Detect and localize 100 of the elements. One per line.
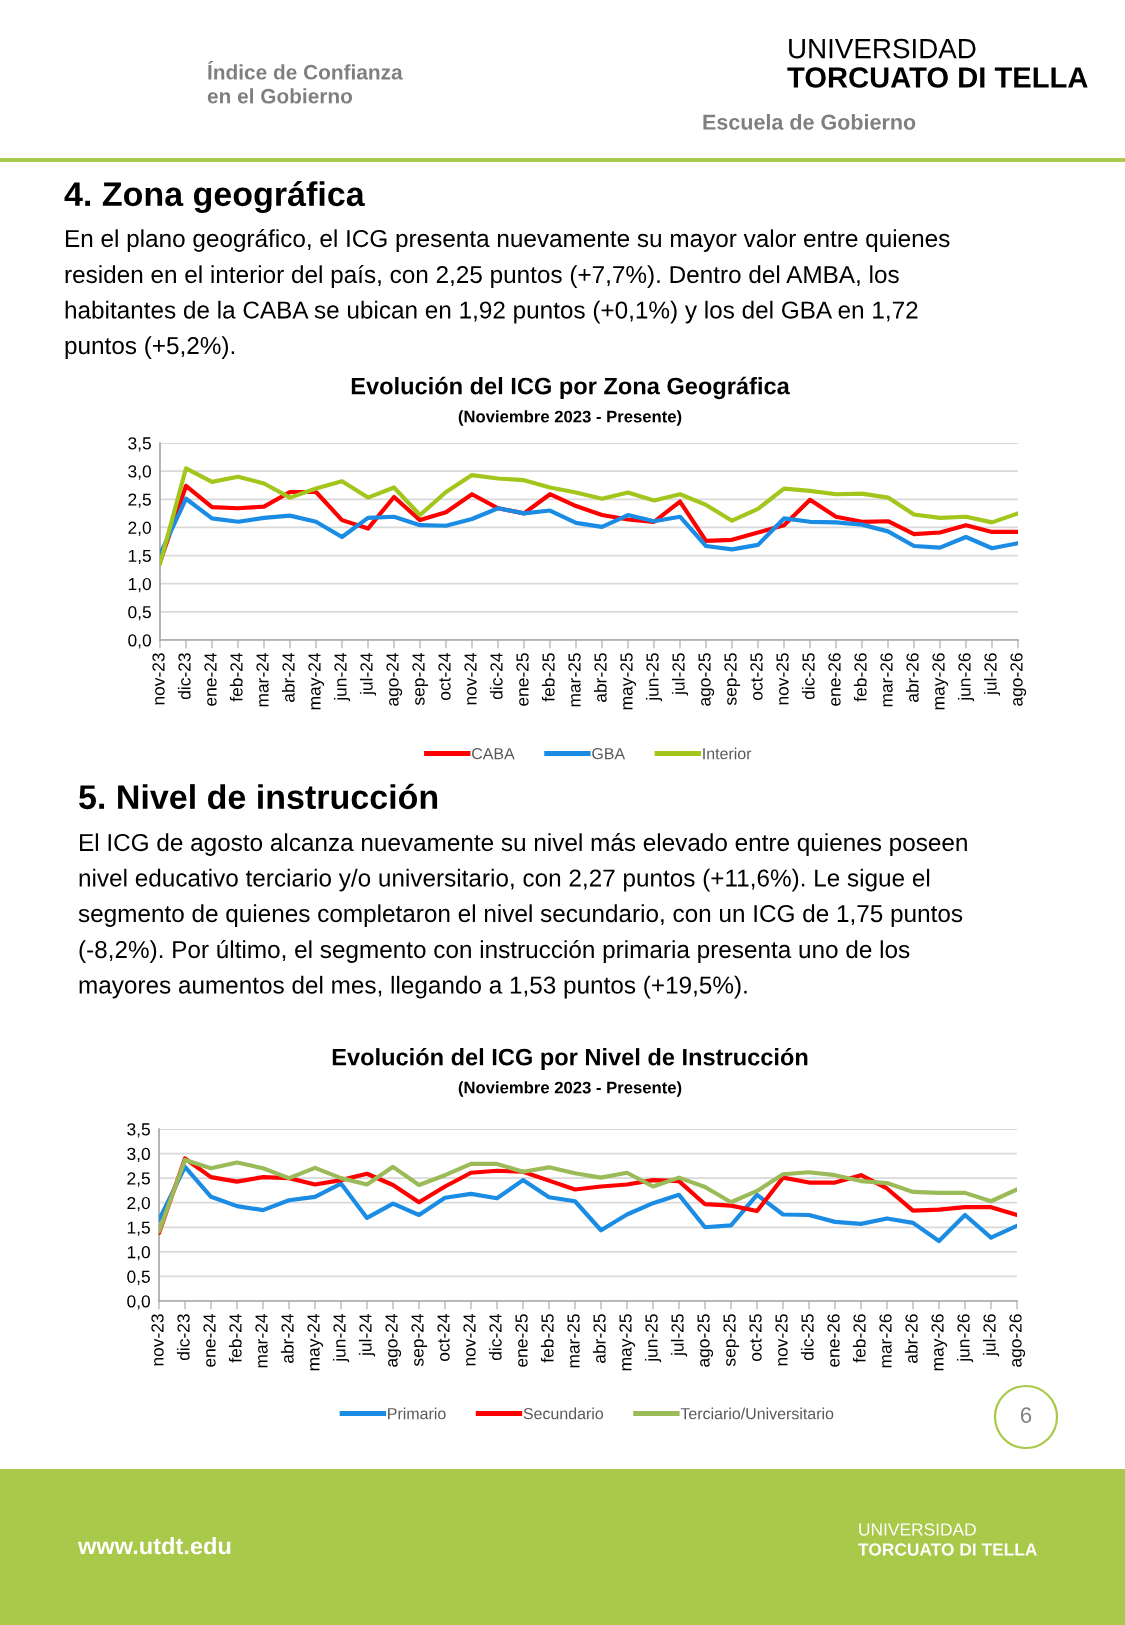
y-tick-label: 0,5 xyxy=(127,1270,150,1285)
x-tick-label: nov-25 xyxy=(775,1314,788,1366)
x-tick-label: ene-24 xyxy=(204,653,217,706)
x-tick-label: dic-23 xyxy=(177,653,191,700)
y-tick-label: 0,5 xyxy=(128,606,151,621)
text: UNIVERSIDAD xyxy=(789,38,976,59)
line-series xyxy=(159,1164,1017,1244)
x-tick-label: abr-25 xyxy=(592,1314,606,1363)
x-tick-label: jun-26 xyxy=(956,1314,974,1363)
x-tick-label: ago-25 xyxy=(698,653,715,706)
x-tick-label: feb-24 xyxy=(229,653,243,702)
x-tick-label: may-24 xyxy=(307,1314,324,1371)
x-tick-label: ago-26 xyxy=(1009,1314,1026,1367)
x-tick-label: feb-26 xyxy=(852,1314,866,1363)
x-tick-label: ago-24 xyxy=(385,1314,402,1367)
x-tick-label: mar-26 xyxy=(879,1314,892,1368)
legend-label: Interior xyxy=(703,747,752,760)
x-tick-label: dic-23 xyxy=(176,1314,190,1361)
x-tick-label: ene-25 xyxy=(516,653,529,706)
text: Escuela de Gobierno xyxy=(703,113,916,130)
chart-title: Evolución del ICG por Zona Geográfica xyxy=(351,376,790,400)
y-tick-label: 1,0 xyxy=(127,1246,150,1261)
x-tick-label: nov-23 xyxy=(151,1314,164,1366)
x-tick-label: jun-25 xyxy=(644,1314,662,1363)
x-tick-label: jun-24 xyxy=(332,1314,350,1363)
text: 5. Nivel de instrucción xyxy=(79,783,438,810)
x-tick-label: dic-25 xyxy=(801,653,815,700)
y-tick-label: 1,5 xyxy=(128,549,151,565)
x-tick-label: nov-23 xyxy=(152,653,165,705)
x-tick-label: ene-25 xyxy=(515,1314,528,1367)
x-tick-label: jun-25 xyxy=(645,653,663,702)
x-tick-label: mar-24 xyxy=(256,653,269,707)
x-tick-label: feb-25 xyxy=(541,653,555,702)
y-tick-label: 1,0 xyxy=(128,577,151,593)
line-series xyxy=(160,466,1018,567)
x-tick-label: sep-24 xyxy=(411,1314,428,1367)
x-tick-label: ago-25 xyxy=(697,1314,714,1367)
legend-label: Terciario/Universitario xyxy=(680,1407,834,1420)
x-tick-label: may-24 xyxy=(308,653,325,710)
x-tick-label: mar-24 xyxy=(255,1314,268,1368)
x-tick-label: nov-24 xyxy=(463,1314,476,1366)
x-tick-label: mar-25 xyxy=(568,653,581,707)
y-tick-label: 0,0 xyxy=(127,1295,150,1310)
x-tick-label: sep-24 xyxy=(412,653,429,706)
x-tick-label: oct-24 xyxy=(437,1314,450,1362)
x-tick-label: may-26 xyxy=(932,653,949,710)
y-tick-label: 0,0 xyxy=(128,634,151,649)
x-tick-label: oct-25 xyxy=(750,653,763,701)
x-tick-label: oct-25 xyxy=(749,1314,762,1362)
x-tick-label: feb-26 xyxy=(853,653,867,702)
y-tick-label: 2,0 xyxy=(127,1196,150,1212)
x-tick-label: feb-24 xyxy=(228,1314,242,1363)
legend-label: Primario xyxy=(388,1407,446,1420)
text: TORCUATO DI TELLA xyxy=(858,1543,1037,1556)
y-tick-label: 1,5 xyxy=(127,1221,150,1236)
x-tick-label: ene-24 xyxy=(203,1314,216,1367)
x-tick-label: ene-26 xyxy=(827,1314,840,1367)
x-tick-label: ago-26 xyxy=(1010,653,1027,706)
x-tick-label: jul-26 xyxy=(982,1314,1000,1357)
x-tick-label: may-25 xyxy=(620,653,637,710)
y-tick-label: 2,0 xyxy=(128,521,151,536)
text: www.utdt.edu xyxy=(77,1536,231,1555)
text: En el plano geográfico, el ICG presenta nuevamente su mayor valor entre quienes residen en el interior del país, con 2,25 puntos (+7,7%). Dentro del AMBA, los habitantes de la CABA se ubican en 1,92 puntos (+0,1%) y los del GBA en 1,72 puntos (+5,2%). xyxy=(65,229,950,359)
text: 4. Zona geográfica xyxy=(64,180,365,214)
x-tick-label: sep-25 xyxy=(723,1314,740,1367)
x-tick-label: nov-24 xyxy=(464,653,477,705)
text: El ICG de agosto alcanza nuevamente su nivel más elevado entre quienes poseen nivel educativo terciario y/o universitario, con 2,27 puntos (+11,6%). Le sigue el segmento de quienes completaron el nivel secundario, con un ICG de 1,75 puntos (-8,2%). Por último, el segmento con instrucción primaria presenta uno de los mayores aumentos del mes, llegando a 1,53 puntos (+19,5%). xyxy=(78,833,967,999)
text: UNIVERSIDAD xyxy=(859,1523,976,1536)
x-tick-label: jul-25 xyxy=(671,653,689,696)
y-tick-label: 2,5 xyxy=(128,493,151,508)
x-tick-label: dic-24 xyxy=(489,653,503,700)
text: Índice de Confianza en el Gobierno xyxy=(207,60,403,104)
x-tick-label: mar-26 xyxy=(880,653,893,707)
text: TORCUATO DI TELLA xyxy=(787,67,1088,88)
x-tick-label: dic-24 xyxy=(488,1314,502,1361)
x-tick-label: may-25 xyxy=(619,1314,636,1371)
x-tick-label: abr-26 xyxy=(904,1314,918,1363)
y-tick-label: 3,0 xyxy=(127,1147,150,1163)
x-tick-label: mar-25 xyxy=(567,1314,580,1368)
x-tick-label: jul-24 xyxy=(359,653,377,696)
y-tick-label: 3,5 xyxy=(128,437,151,452)
legend-label: GBA xyxy=(592,747,626,760)
x-tick-label: may-26 xyxy=(931,1314,948,1371)
x-tick-label: ene-26 xyxy=(828,653,841,706)
x-tick-label: nov-25 xyxy=(776,653,789,705)
x-tick-label: sep-25 xyxy=(724,653,741,706)
legend-label: CABA xyxy=(472,747,515,760)
x-tick-label: abr-26 xyxy=(905,653,919,702)
x-tick-label: abr-24 xyxy=(281,653,295,702)
x-tick-label: ago-24 xyxy=(386,653,403,706)
chart-subtitle: (Noviembre 2023 - Presente) xyxy=(458,1081,682,1097)
x-tick-label: feb-25 xyxy=(540,1314,554,1363)
chart-title: Evolución del ICG por Nivel de Instrucción xyxy=(332,1047,808,1071)
chart-subtitle: (Noviembre 2023 - Presente) xyxy=(458,410,682,426)
x-tick-label: jul-24 xyxy=(358,1314,376,1357)
x-tick-label: jul-26 xyxy=(983,653,1001,696)
x-tick-label: jul-25 xyxy=(670,1314,688,1357)
legend-label: Secundario xyxy=(523,1407,604,1420)
x-tick-label: oct-24 xyxy=(438,653,451,701)
text: 6 xyxy=(1020,1407,1032,1423)
